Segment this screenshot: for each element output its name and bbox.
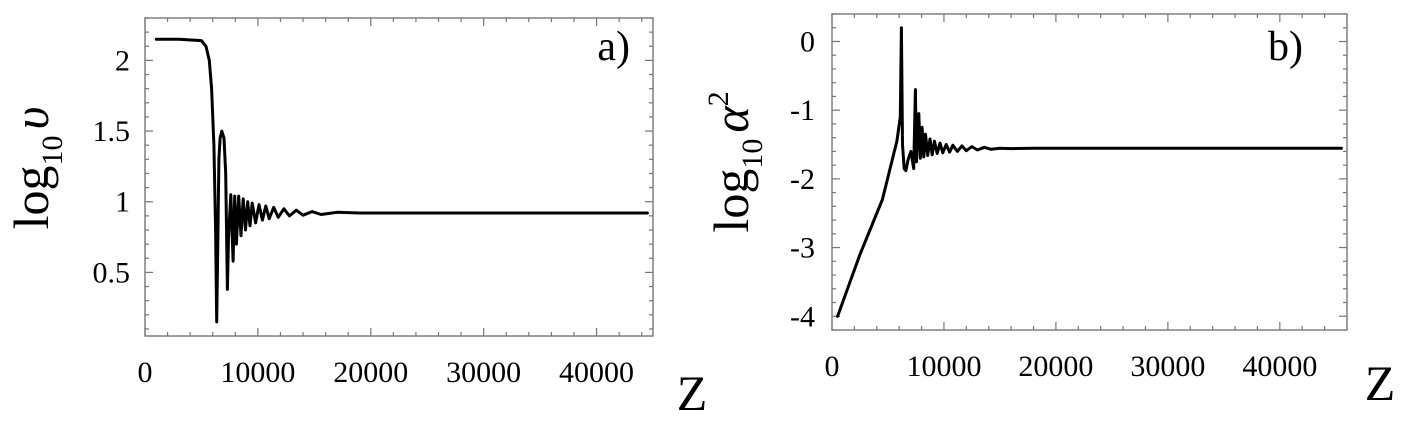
x-tick-label: 10000 [906,350,981,383]
y-axis-label-subscript: 10 [736,139,769,169]
y-axis-label-variable: α [703,105,759,133]
y-tick-label: 2 [115,44,130,77]
panel-label: a) [597,24,630,70]
x-tick-label: 40000 [1242,350,1317,383]
y-axis-label-subscript: 10 [36,136,69,166]
x-tick-label: 30000 [446,356,521,389]
y-tick-label: -2 [790,163,815,196]
y-tick-label: 1 [115,186,130,219]
y-tick-label: -4 [790,300,815,333]
y-axis-label-superscript: 2 [702,91,735,106]
x-tick-label: 0 [825,350,840,383]
y-axis-label-variable: υ [3,107,59,130]
series-line [836,26,1343,318]
y-axis-label-log: log [703,169,759,233]
x-tick-label: 30000 [1130,350,1205,383]
y-tick-label: 0 [800,25,815,58]
y-tick-label: 0.5 [93,256,131,289]
plot-frame [144,17,654,337]
x-tick-label: 0 [138,356,153,389]
panel-label: b) [1268,24,1303,70]
x-axis-label: Z [1365,355,1396,411]
plot-frame [831,13,1348,331]
y-axis-label: log10 υ [3,107,69,230]
y-tick-label: 1.5 [93,115,131,148]
x-tick-label: 20000 [1018,350,1093,383]
x-axis-label: Z [677,365,708,421]
x-tick-label: 20000 [333,356,408,389]
y-tick-label: -3 [790,232,815,265]
y-axis-label: log10 α2 [702,91,769,232]
y-tick-label: -1 [790,94,815,127]
y-axis-label-log: log [3,166,59,230]
series-line [154,37,649,324]
x-tick-label: 10000 [220,356,295,389]
x-tick-label: 40000 [559,356,634,389]
